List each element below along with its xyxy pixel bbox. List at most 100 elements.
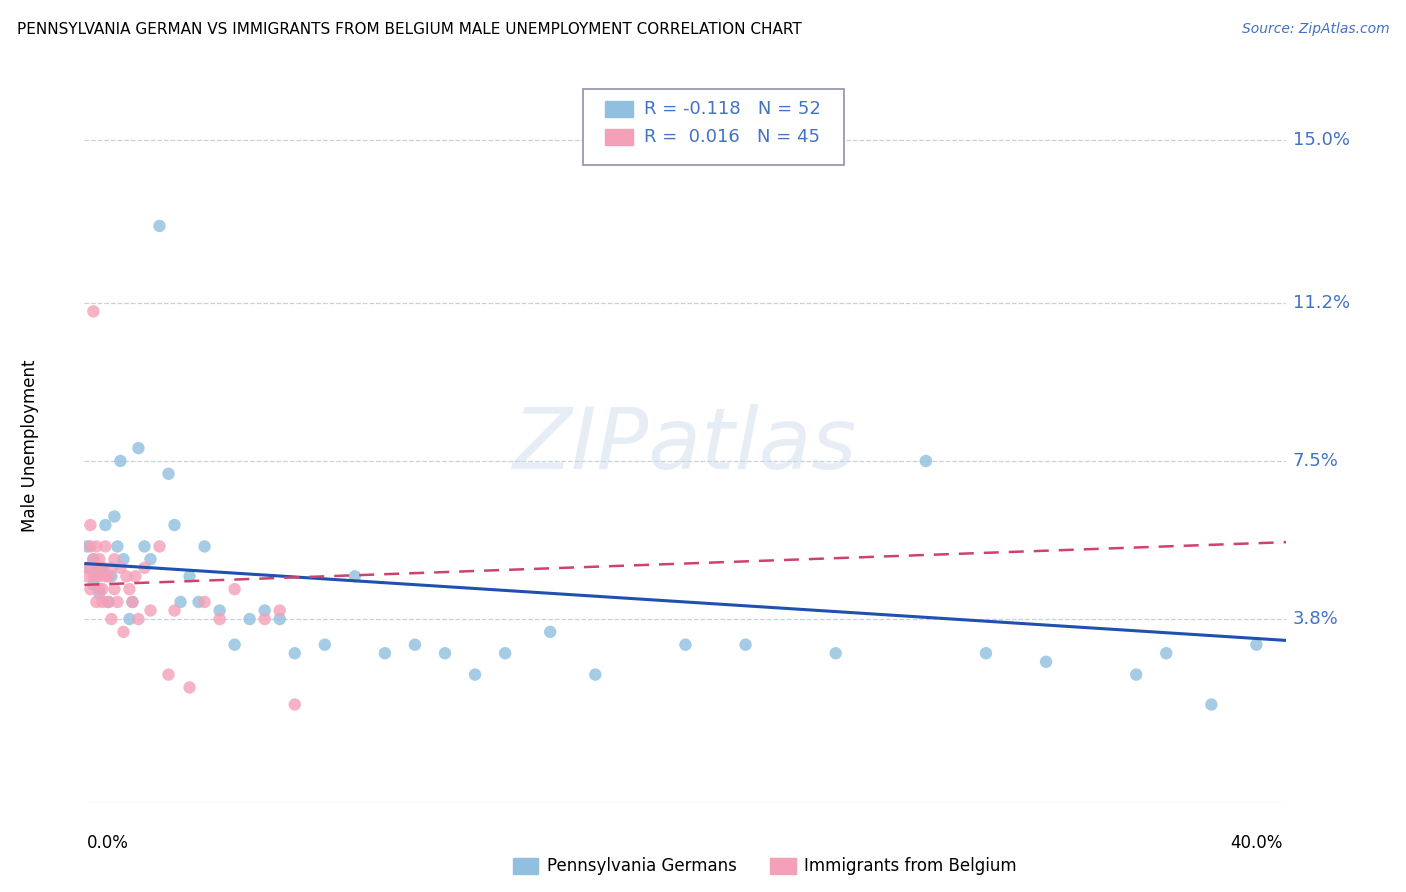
- Point: [100, 612, 122, 626]
- Point: [110, 454, 132, 468]
- Point: [112, 552, 135, 566]
- Point: [97, 595, 120, 609]
- Point: [76, 540, 98, 554]
- Point: [94, 518, 117, 533]
- Point: [89, 582, 111, 596]
- Point: [86, 569, 108, 583]
- Point: [1125, 667, 1147, 681]
- Point: [103, 509, 125, 524]
- Point: [824, 646, 846, 660]
- Point: [253, 612, 276, 626]
- Point: [915, 454, 938, 468]
- Text: 15.0%: 15.0%: [1292, 131, 1350, 150]
- Text: 11.2%: 11.2%: [1292, 293, 1350, 312]
- Point: [107, 540, 129, 554]
- Text: 40.0%: 40.0%: [1230, 834, 1282, 852]
- Point: [86, 540, 108, 554]
- Point: [148, 219, 170, 233]
- Point: [284, 698, 307, 712]
- Point: [89, 586, 111, 600]
- Point: [79, 561, 101, 575]
- Point: [82, 304, 104, 318]
- Point: [157, 467, 180, 481]
- Point: [208, 612, 231, 626]
- Point: [76, 561, 98, 575]
- Point: [97, 569, 120, 583]
- Point: [110, 561, 132, 575]
- Point: [163, 518, 186, 533]
- Point: [112, 624, 135, 639]
- Point: [148, 540, 170, 554]
- Point: [103, 552, 125, 566]
- Point: [269, 612, 291, 626]
- Point: [194, 540, 217, 554]
- Point: [179, 569, 201, 583]
- Text: 7.5%: 7.5%: [1292, 452, 1339, 470]
- Point: [494, 646, 516, 660]
- Point: [1201, 698, 1223, 712]
- Point: [1035, 655, 1057, 669]
- Text: Pennsylvania Germans: Pennsylvania Germans: [547, 857, 737, 875]
- Point: [82, 552, 104, 566]
- Point: [187, 595, 209, 609]
- Text: ZIPatlas: ZIPatlas: [513, 404, 858, 488]
- Point: [253, 603, 276, 617]
- Point: [224, 582, 246, 596]
- Point: [86, 595, 108, 609]
- Point: [118, 612, 141, 626]
- Point: [224, 638, 246, 652]
- Point: [82, 569, 104, 583]
- Point: [1246, 638, 1268, 652]
- Point: [121, 595, 143, 609]
- Point: [79, 540, 101, 554]
- Point: [118, 582, 141, 596]
- Point: [157, 667, 180, 681]
- Point: [121, 595, 143, 609]
- Point: [107, 595, 129, 609]
- Point: [91, 561, 114, 575]
- Point: [94, 569, 117, 583]
- Point: [179, 681, 201, 695]
- Text: 3.8%: 3.8%: [1292, 610, 1339, 628]
- Point: [208, 603, 231, 617]
- Point: [284, 646, 307, 660]
- Point: [314, 638, 336, 652]
- Point: [89, 561, 111, 575]
- Point: [734, 638, 756, 652]
- Point: [100, 561, 122, 575]
- Point: [134, 561, 156, 575]
- Point: [127, 612, 149, 626]
- Point: [124, 569, 146, 583]
- Point: [163, 603, 186, 617]
- Text: 0.0%: 0.0%: [87, 834, 129, 852]
- Point: [374, 646, 396, 660]
- Point: [94, 540, 117, 554]
- Point: [82, 578, 104, 592]
- Point: [91, 561, 114, 575]
- Point: [79, 518, 101, 533]
- Point: [239, 612, 262, 626]
- Text: PENNSYLVANIA GERMAN VS IMMIGRANTS FROM BELGIUM MALE UNEMPLOYMENT CORRELATION CHA: PENNSYLVANIA GERMAN VS IMMIGRANTS FROM B…: [17, 22, 801, 37]
- Text: Male Unemployment: Male Unemployment: [21, 359, 39, 533]
- Point: [269, 603, 291, 617]
- Point: [86, 561, 108, 575]
- Point: [1156, 646, 1178, 660]
- Point: [91, 595, 114, 609]
- Point: [97, 595, 120, 609]
- Point: [89, 569, 111, 583]
- Point: [194, 595, 217, 609]
- Point: [404, 638, 426, 652]
- Text: Source: ZipAtlas.com: Source: ZipAtlas.com: [1241, 22, 1389, 37]
- Point: [79, 582, 101, 596]
- Point: [139, 552, 162, 566]
- Point: [343, 569, 366, 583]
- Point: [134, 540, 156, 554]
- Point: [89, 552, 111, 566]
- Point: [127, 441, 149, 455]
- Point: [538, 624, 561, 639]
- Point: [100, 569, 122, 583]
- Point: [103, 582, 125, 596]
- Point: [91, 582, 114, 596]
- Point: [974, 646, 997, 660]
- Point: [675, 638, 697, 652]
